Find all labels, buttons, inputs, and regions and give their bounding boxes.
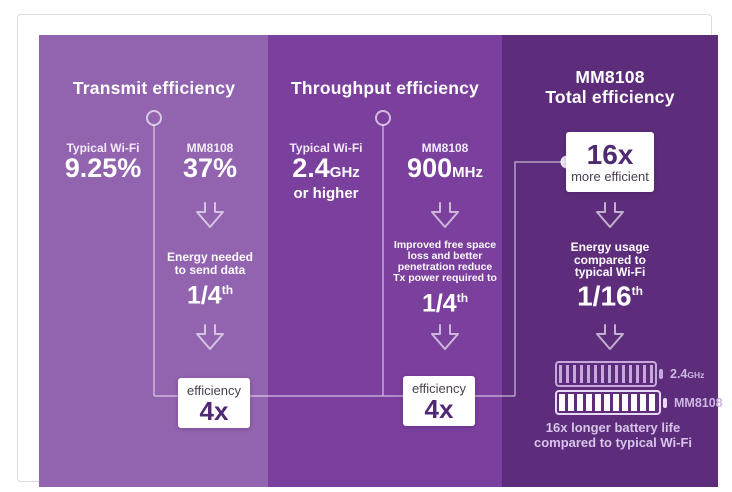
battery-full-icon	[555, 390, 667, 415]
efficiency-box-label: efficiency	[412, 380, 466, 396]
connector-ring-throughput	[375, 110, 391, 126]
total-box-label: more efficient	[571, 168, 649, 184]
battery-typical-label: 2.4GHz	[670, 367, 705, 381]
throughput-typical-label: Typical Wi-Fi	[289, 141, 363, 155]
total-title: MM8108 Total efficiency	[545, 67, 675, 107]
throughput-typical-value: 2.4GHz	[292, 153, 360, 183]
transmit-fraction: 1/4th	[186, 281, 234, 310]
throughput-efficiency-box: efficiency 4x	[403, 376, 475, 426]
card-frame: Transmit efficiency Typical Wi-Fi 9.25% …	[17, 14, 723, 487]
throughput-title: Throughput efficiency	[291, 78, 479, 98]
transmit-typical-label: Typical Wi-Fi	[66, 141, 140, 155]
transmit-title: Transmit efficiency	[72, 78, 236, 98]
throughput-mm8108-label: MM8108	[421, 141, 469, 155]
connector-ring-transmit	[146, 110, 162, 126]
down-arrow-icon	[195, 202, 225, 235]
efficiency-box-value: 4x	[199, 395, 229, 426]
total-note: Energy usage compared to typical Wi-Fi	[570, 240, 650, 279]
battery-caption: 16x longer battery life compared to typi…	[533, 420, 693, 450]
throughput-mm8108-value: 900MHz	[407, 153, 483, 183]
down-arrow-icon	[430, 324, 460, 357]
transmit-mm8108-value: 37%	[182, 153, 238, 183]
transmit-efficiency-box: efficiency 4x	[178, 378, 250, 428]
transmit-mm8108-label: MM8108	[186, 141, 234, 155]
total-box-value: 16x	[586, 138, 634, 170]
efficiency-box-value: 4x	[424, 393, 454, 424]
transmit-note: Energy needed to send data	[166, 250, 254, 277]
down-arrow-icon	[595, 202, 625, 235]
efficiency-infographic: Transmit efficiency Typical Wi-Fi 9.25% …	[39, 35, 723, 487]
down-arrow-icon	[430, 202, 460, 235]
battery-mm8108-label: MM8108	[674, 395, 723, 410]
transmit-typical-value: 9.25%	[64, 153, 142, 183]
battery-typical-wifi: 2.4GHz	[555, 361, 704, 387]
down-arrow-icon	[195, 324, 225, 357]
battery-outline-icon	[555, 361, 663, 387]
panel-total-efficiency	[502, 35, 718, 487]
throughput-note: Improved free space loss and better pene…	[393, 239, 497, 284]
connector-path	[153, 125, 566, 397]
throughput-fraction: 1/4th	[421, 289, 469, 318]
total-efficiency-box: 16x more efficient	[566, 132, 654, 192]
battery-mm8108: MM8108	[555, 390, 723, 415]
throughput-typical-sub: or higher	[293, 185, 359, 202]
down-arrow-icon	[595, 324, 625, 357]
efficiency-box-label: efficiency	[187, 382, 241, 398]
total-fraction: 1/16th	[577, 280, 643, 312]
